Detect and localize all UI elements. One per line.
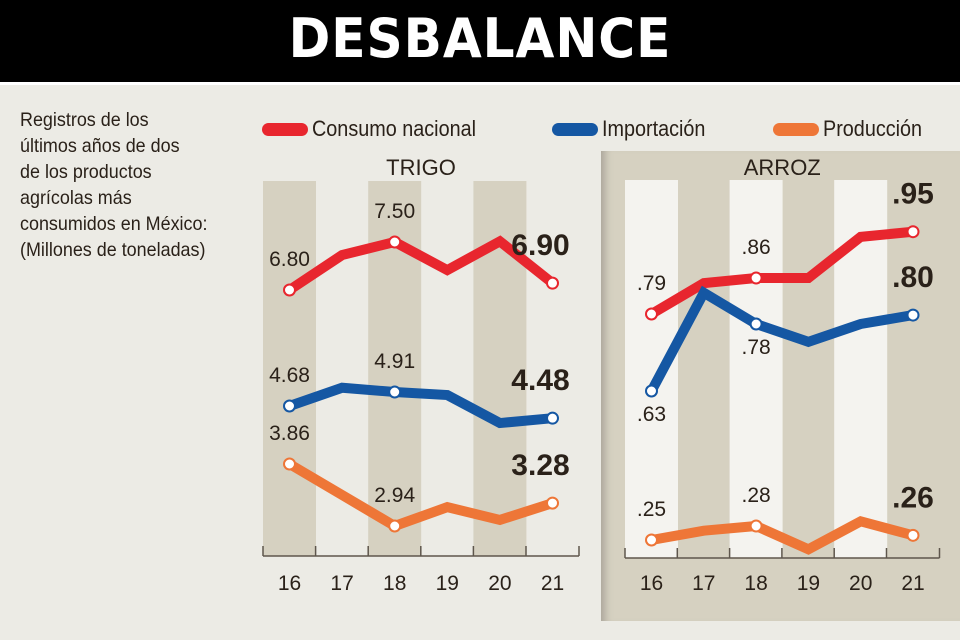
data-label-importaci-n: 4.91 xyxy=(374,350,415,373)
legend-label-consumo: Consumo nacional xyxy=(312,116,477,141)
data-label-importaci-n: .78 xyxy=(741,336,770,359)
x-tick-label: 19 xyxy=(797,572,820,595)
x-tick-label: 20 xyxy=(488,572,511,595)
data-point-producci-n xyxy=(906,528,920,542)
header-bar: DESBALANCE xyxy=(0,0,960,85)
data-label-importaci-n: .80 xyxy=(892,261,934,294)
data-point-producci-n xyxy=(749,519,763,533)
x-tick-label: 17 xyxy=(330,572,353,595)
data-point-importaci-n xyxy=(546,411,559,425)
legend-item-produccion: Producción xyxy=(773,115,933,143)
data-point-importaci-n xyxy=(645,384,658,398)
series-line-producci-n xyxy=(646,515,918,555)
chart-arroz: ARROZ 16 17 18 19 20 21 .79 .86 .95 .63 .78 .80 .25 .2… xyxy=(624,155,941,595)
data-label-producci-n: 3.28 xyxy=(511,449,569,482)
legend-item-importacion: Importación xyxy=(552,115,717,143)
legend-swatch-importacion xyxy=(552,122,598,136)
data-label-consumo-nacional: 6.90 xyxy=(511,229,569,262)
x-tick-label: 20 xyxy=(849,572,872,595)
chart-description: Registros de los últimos años de dos de … xyxy=(20,109,208,261)
legend-swatch-consumo xyxy=(262,122,308,136)
x-tick-label: 18 xyxy=(744,572,767,595)
x-tick-label: 21 xyxy=(541,572,564,595)
data-point-consumo-nacional xyxy=(546,276,559,290)
year-stripe xyxy=(263,181,316,556)
x-tick-label: 17 xyxy=(692,572,715,595)
data-label-producci-n: .25 xyxy=(637,498,666,521)
data-label-consumo-nacional: 7.50 xyxy=(374,200,415,223)
series-line-consumo-nacional xyxy=(284,235,558,295)
data-label-consumo-nacional: .95 xyxy=(892,178,934,211)
panel-title: ARROZ xyxy=(744,155,821,180)
chart-trigo: TRIGO 16 17 18 19 20 21 6.80 7.50 6.90 4.68 4.91 4.4… xyxy=(262,155,580,595)
series-line-producci-n xyxy=(284,459,558,532)
data-label-importaci-n: 4.68 xyxy=(269,364,310,387)
data-point-consumo-nacional xyxy=(388,235,402,249)
year-stripe xyxy=(625,180,678,558)
data-point-producci-n xyxy=(283,457,296,471)
series-line-consumo-nacional xyxy=(646,226,918,319)
data-point-consumo-nacional xyxy=(283,283,296,297)
data-point-consumo-nacional xyxy=(749,271,763,285)
series-line-importaci-n xyxy=(284,382,558,429)
legend-label-importacion: Importación xyxy=(602,116,706,141)
legend-label-produccion: Producción xyxy=(823,116,923,141)
data-point-producci-n xyxy=(388,519,402,533)
data-point-importaci-n xyxy=(283,399,296,413)
data-label-consumo-nacional: .79 xyxy=(637,272,666,295)
legend-item-consumo: Consumo nacional xyxy=(262,115,494,143)
x-tick-label: 16 xyxy=(640,572,663,595)
data-label-importaci-n: .63 xyxy=(637,403,666,426)
data-label-consumo-nacional: .86 xyxy=(741,236,770,259)
data-label-consumo-nacional: 6.80 xyxy=(269,248,310,271)
panel-title: TRIGO xyxy=(386,155,456,180)
data-point-importaci-n xyxy=(749,317,763,331)
data-label-producci-n: 3.86 xyxy=(269,422,310,445)
legend-swatch-produccion xyxy=(773,122,819,136)
series-line-importaci-n xyxy=(646,285,918,396)
page-title: DESBALANCE xyxy=(288,7,672,70)
data-label-producci-n: .28 xyxy=(741,484,770,507)
x-tick-label: 16 xyxy=(278,572,301,595)
x-tick-label: 19 xyxy=(436,572,459,595)
data-point-consumo-nacional xyxy=(906,225,920,239)
data-point-consumo-nacional xyxy=(645,307,658,321)
data-point-importaci-n xyxy=(388,385,402,399)
data-label-importaci-n: 4.48 xyxy=(511,364,569,397)
x-tick-label: 18 xyxy=(383,572,406,595)
data-label-producci-n: 2.94 xyxy=(374,484,415,507)
data-point-producci-n xyxy=(546,496,559,510)
x-tick-label: 21 xyxy=(901,572,924,595)
data-point-producci-n xyxy=(645,533,658,547)
data-point-importaci-n xyxy=(906,308,920,322)
data-label-producci-n: .26 xyxy=(892,481,934,514)
year-stripe xyxy=(729,180,783,558)
